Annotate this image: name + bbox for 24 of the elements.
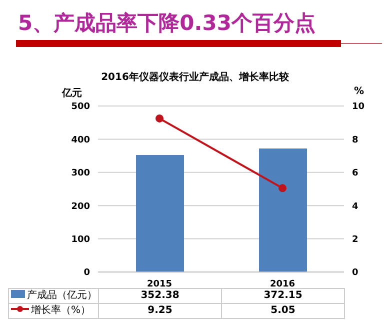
data-label: 372.15 [222,288,344,304]
y-tick-label: 300 [71,168,90,179]
y-tick-label: 200 [71,202,90,212]
y-tick-label: 500 [71,102,90,112]
y2-tick-label: 6 [352,168,358,179]
data-label: 9.25 [98,304,222,318]
y-tick-label: 100 [71,234,90,245]
chart-subtitle: 2016年仪器仪表行业产成品、增长率比较 [100,70,290,85]
x-tick-label: 2015 [146,279,172,290]
y2-tick-label: 0 [352,268,358,278]
y2-tick-label: 4 [352,202,358,212]
y2-axis-title: % [354,86,364,97]
y2-tick-label: 2 [352,234,358,245]
x-tick-label: 2016 [270,279,296,290]
y-tick-label: 0 [84,268,90,278]
y-axis-title: 亿元 [62,86,82,100]
data-label: 5.05 [222,304,344,318]
y2-tick-label: 8 [352,135,358,146]
legend-label: 增长率（%） [8,304,98,318]
y-tick-label: 400 [71,135,90,146]
chart-title: 5、产成品率下降0.33个百分点 [17,10,316,37]
legend-label: 产成品（亿元） [8,288,98,304]
data-label: 352.38 [98,288,222,304]
y2-tick-label: 10 [352,102,365,112]
